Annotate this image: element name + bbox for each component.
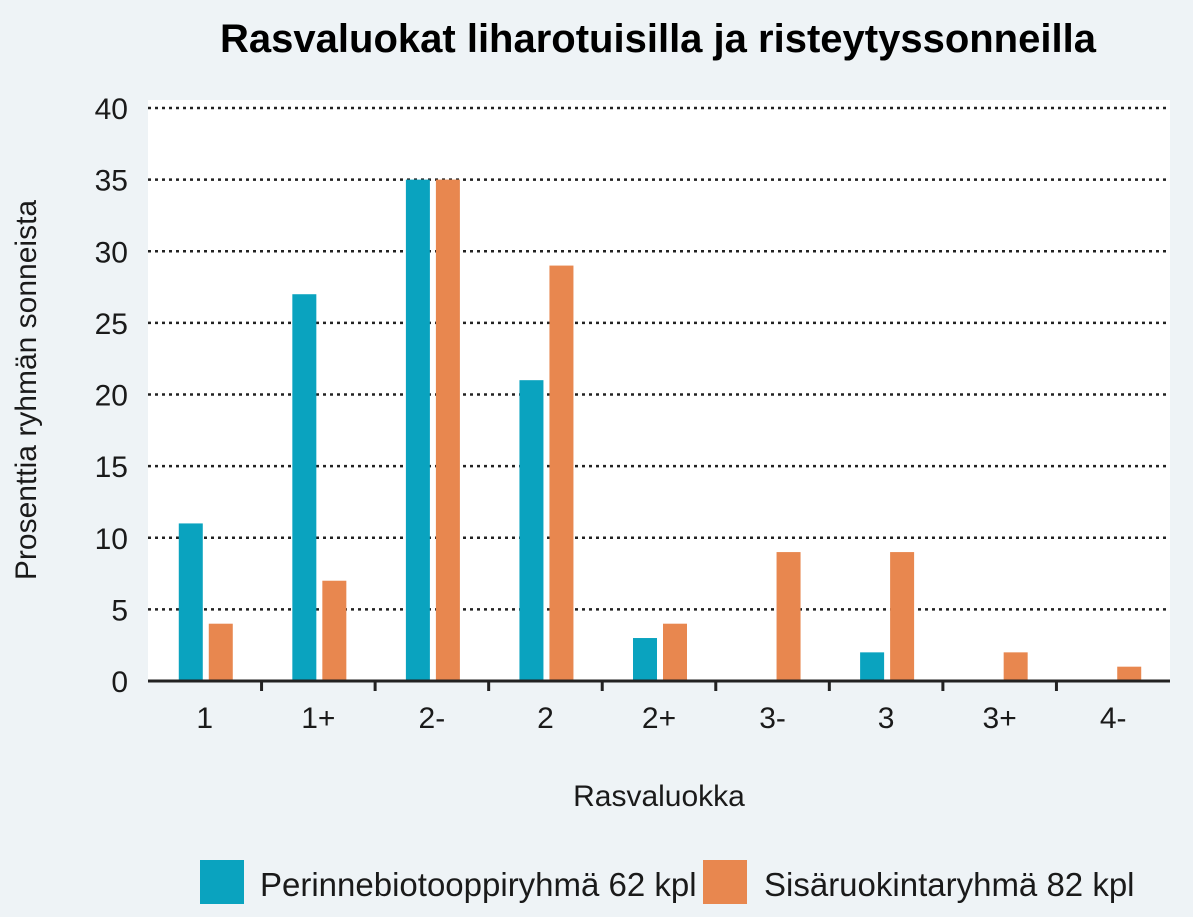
bar-sisaruokintaryhma-1+ bbox=[322, 580, 347, 681]
x-tick-label: 2- bbox=[419, 702, 446, 735]
x-tick-label: 2+ bbox=[642, 702, 676, 735]
legend-swatch-perinnebiotooppiryhma bbox=[200, 860, 244, 904]
y-tick-label: 15 bbox=[95, 451, 128, 484]
bar-perinnebiotooppiryhma-3 bbox=[860, 652, 885, 681]
y-tick-label: 40 bbox=[95, 93, 128, 126]
bar-sisaruokintaryhma-3+ bbox=[1003, 652, 1028, 681]
y-tick-label: 10 bbox=[95, 523, 128, 556]
x-tick-label: 3 bbox=[878, 702, 895, 735]
bar-sisaruokintaryhma-2 bbox=[549, 265, 574, 681]
bar-perinnebiotooppiryhma-2- bbox=[405, 179, 430, 681]
x-tick-label: 4- bbox=[1100, 702, 1127, 735]
bar-sisaruokintaryhma-3 bbox=[890, 552, 915, 681]
x-tick-label: 2 bbox=[537, 702, 554, 735]
bar-sisaruokintaryhma-2+ bbox=[663, 623, 687, 681]
x-tick-label: 1 bbox=[196, 702, 213, 735]
y-tick-label: 5 bbox=[111, 594, 128, 627]
x-axis-title: Rasvaluokka bbox=[573, 780, 745, 813]
bar-sisaruokintaryhma-3- bbox=[776, 552, 801, 681]
x-tick-label: 1+ bbox=[301, 702, 335, 735]
x-tick-label: 3+ bbox=[983, 702, 1017, 735]
y-axis-title: Prosenttia ryhmän sonneista bbox=[10, 200, 43, 581]
bars bbox=[178, 179, 1142, 681]
bar-sisaruokintaryhma-2- bbox=[435, 179, 460, 681]
grid-lines bbox=[148, 106, 1170, 611]
y-tick-label: 20 bbox=[95, 380, 128, 413]
plot-area bbox=[148, 100, 1170, 682]
y-tick-label: 30 bbox=[95, 236, 128, 269]
legend-label-perinnebiotooppiryhma: Perinnebiotooppiryhmä 62 kpl bbox=[260, 866, 697, 903]
x-axis bbox=[148, 679, 1170, 691]
bar-perinnebiotooppiryhma-1+ bbox=[292, 294, 317, 681]
y-tick-label: 35 bbox=[95, 165, 128, 198]
legend-swatch-sisaruokintaryhma bbox=[703, 860, 747, 904]
bar-perinnebiotooppiryhma-2+ bbox=[633, 638, 657, 681]
y-tick-label: 0 bbox=[111, 666, 128, 699]
bar-perinnebiotooppiryhma-2 bbox=[519, 380, 544, 681]
bar-perinnebiotooppiryhma-1 bbox=[178, 523, 203, 681]
y-axis-ticks: 0 5 10 15 20 25 30 35 40 bbox=[95, 93, 128, 699]
legend: Perinnebiotooppiryhmä 62 kpl Sisäruokint… bbox=[200, 860, 1135, 904]
legend-label-sisaruokintaryhma: Sisäruokintaryhmä 82 kpl bbox=[764, 866, 1135, 903]
bar-sisaruokintaryhma-4- bbox=[1117, 666, 1142, 681]
y-tick-label: 25 bbox=[95, 308, 128, 341]
x-tick-label: 3- bbox=[759, 702, 786, 735]
chart-title: Rasvaluokat liharotuisilla ja risteytyss… bbox=[220, 17, 1097, 61]
x-axis-ticks: 1 1+ 2- 2 2+ 3- 3 3+ 4- bbox=[196, 702, 1126, 735]
bar-sisaruokintaryhma-1 bbox=[208, 623, 233, 681]
